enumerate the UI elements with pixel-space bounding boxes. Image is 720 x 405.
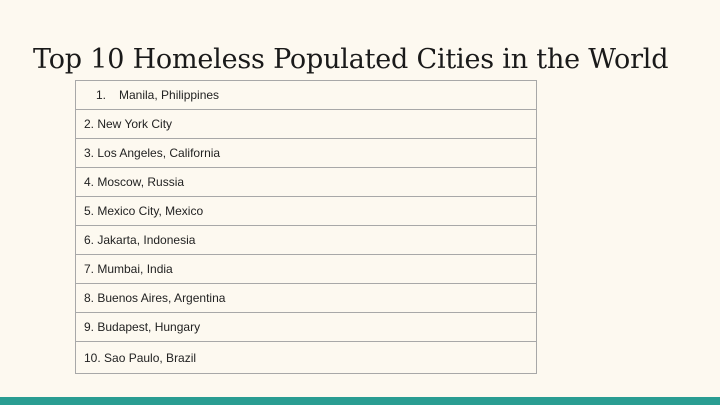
slide-title: Top 10 Homeless Populated Cities in the … xyxy=(33,44,669,75)
list-item: 6. Jakarta, Indonesia xyxy=(75,225,537,255)
list-item-number: 1. xyxy=(96,88,107,102)
list-item: 8. Buenos Aires, Argentina xyxy=(75,283,537,313)
list-item: 9. Budapest, Hungary xyxy=(75,312,537,342)
table-row: 2. New York City xyxy=(75,109,537,139)
table-row: 6. Jakarta, Indonesia xyxy=(75,225,537,255)
list-item: 10. Sao Paulo, Brazil xyxy=(75,341,537,374)
table-row: 5. Mexico City, Mexico xyxy=(75,196,537,226)
table-row: 1. Manila, Philippines xyxy=(75,80,537,110)
list-item: 3. Los Angeles, California xyxy=(75,138,537,168)
table-row: 10. Sao Paulo, Brazil xyxy=(75,341,537,374)
table-row: 8. Buenos Aires, Argentina xyxy=(75,283,537,313)
list-item: 7. Mumbai, India xyxy=(75,254,537,284)
accent-bar xyxy=(0,397,720,405)
list-item: 4. Moscow, Russia xyxy=(75,167,537,197)
table-row: 4. Moscow, Russia xyxy=(75,167,537,197)
list-item: 2. New York City xyxy=(75,109,537,139)
table-row: 7. Mumbai, India xyxy=(75,254,537,284)
cities-table: 1. Manila, Philippines 2. New York City 3… xyxy=(75,80,537,374)
table-row: 9. Budapest, Hungary xyxy=(75,312,537,342)
table-row: 3. Los Angeles, California xyxy=(75,138,537,168)
list-item: 5. Mexico City, Mexico xyxy=(75,196,537,226)
list-item: 1. Manila, Philippines xyxy=(75,80,537,110)
list-item-label: Manila, Philippines xyxy=(119,88,220,102)
